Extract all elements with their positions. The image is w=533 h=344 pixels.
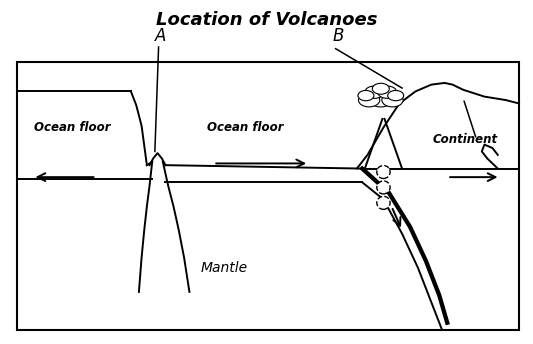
Ellipse shape — [377, 165, 390, 179]
Text: B: B — [333, 27, 344, 45]
Ellipse shape — [377, 196, 390, 209]
Circle shape — [365, 86, 384, 98]
Bar — [17, 62, 519, 330]
Text: Continent: Continent — [433, 133, 498, 146]
Text: Location of Volcanoes: Location of Volcanoes — [156, 11, 377, 29]
Circle shape — [358, 90, 374, 101]
Text: Ocean floor: Ocean floor — [34, 121, 111, 134]
Ellipse shape — [377, 181, 390, 194]
Text: Ocean floor: Ocean floor — [207, 121, 284, 134]
Circle shape — [368, 90, 394, 107]
Text: A: A — [155, 27, 166, 45]
Circle shape — [382, 93, 403, 107]
Text: Mantle: Mantle — [200, 261, 247, 275]
Circle shape — [377, 86, 397, 98]
Circle shape — [372, 83, 389, 94]
Circle shape — [359, 93, 379, 107]
Circle shape — [387, 90, 403, 101]
